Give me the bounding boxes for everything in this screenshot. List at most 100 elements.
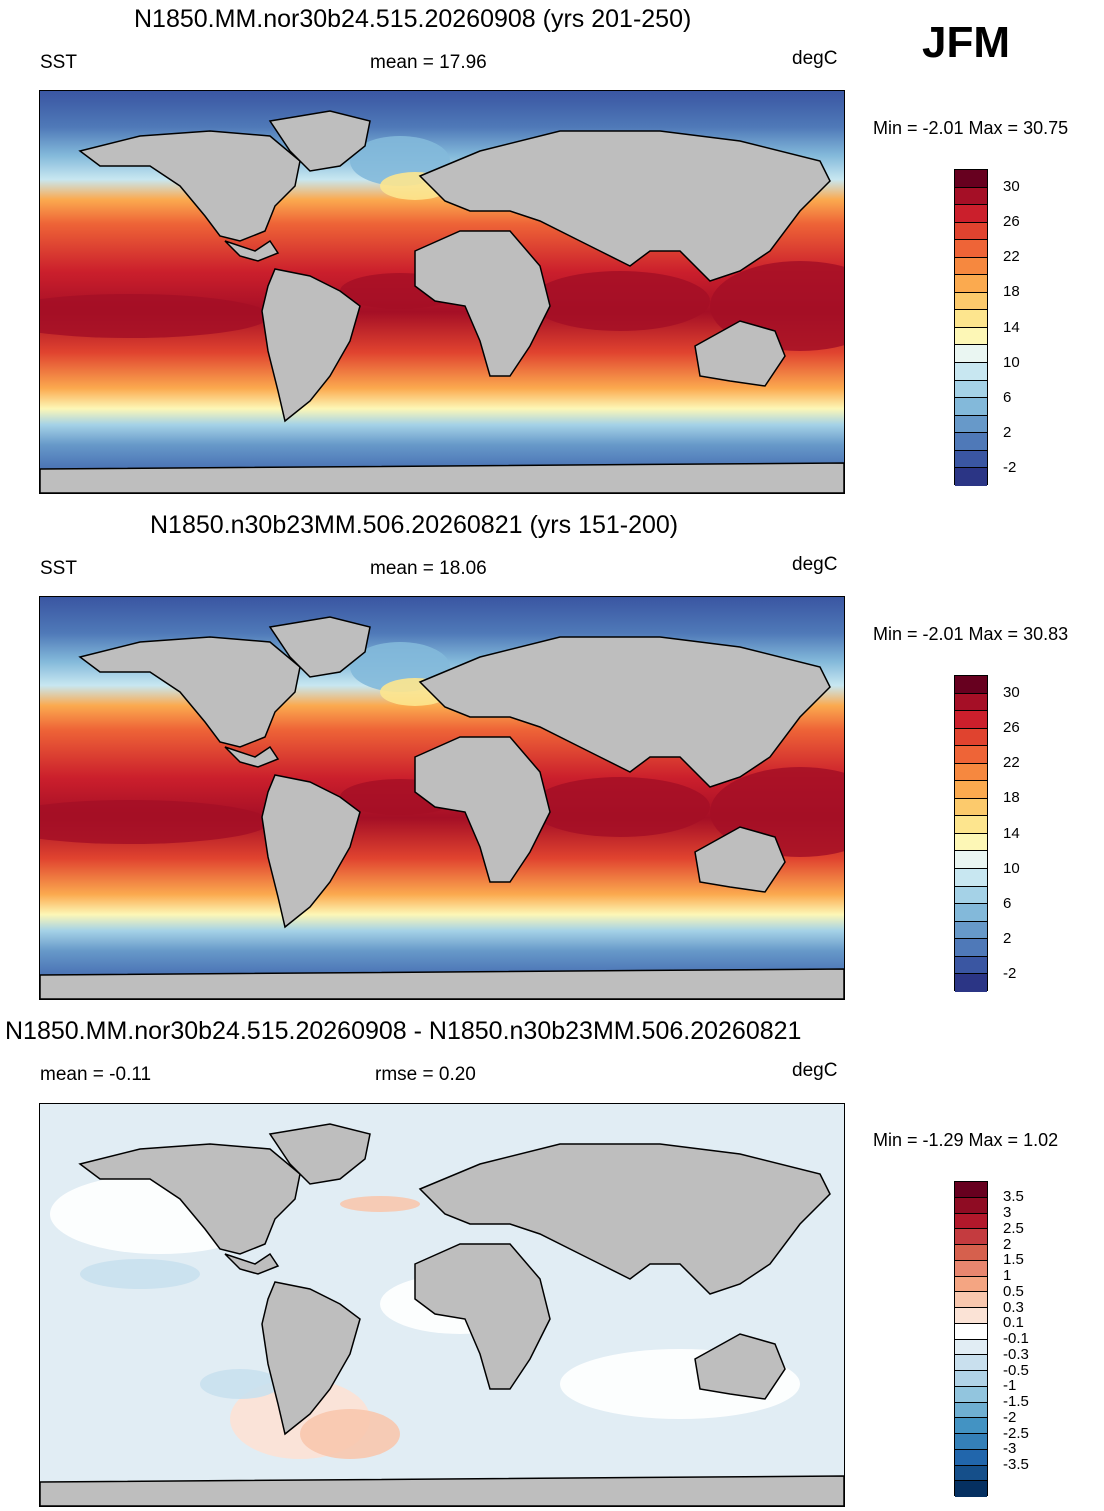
colorbar-swatch — [955, 363, 987, 381]
colorbar-swatch — [955, 904, 987, 922]
colorbar-tick-label: -0.5 — [1003, 1361, 1029, 1379]
colorbar-tick-label: 30 — [1003, 684, 1020, 702]
panel2-mean-label: mean = 18.06 — [370, 558, 487, 579]
colorbar-swatch — [955, 1292, 987, 1308]
panel3-colorbar — [954, 1181, 988, 1497]
season-label: JFM — [922, 18, 1010, 67]
panel3-minmax-label: Min = -1.29 Max = 1.02 — [873, 1130, 1059, 1150]
panel1-mean-label: mean = 17.96 — [370, 52, 487, 73]
colorbar-swatch — [955, 1276, 987, 1293]
colorbar-tick-label: 2 — [1003, 423, 1012, 441]
colorbar-tick-label: -2 — [1003, 964, 1017, 982]
colorbar-swatch — [955, 1465, 987, 1482]
colorbar-tick-label: -2.5 — [1003, 1424, 1029, 1442]
colorbar-swatch — [955, 939, 987, 957]
colorbar-swatch — [955, 833, 987, 852]
colorbar-swatch — [955, 1449, 987, 1466]
colorbar-swatch — [955, 327, 987, 346]
colorbar-swatch — [955, 257, 987, 276]
panel1-map — [39, 90, 845, 494]
panel2-minmax-label: Min = -2.01 Max = 30.83 — [873, 624, 1069, 644]
colorbar-tick-label: 2.5 — [1003, 1219, 1024, 1237]
colorbar-swatch — [955, 974, 987, 992]
colorbar-swatch — [955, 781, 987, 799]
colorbar-swatch — [955, 415, 987, 434]
panel2-map — [39, 596, 845, 1000]
panel2-units-label: degC — [792, 554, 838, 575]
colorbar-swatch — [955, 1339, 987, 1356]
land-masses — [40, 1123, 844, 1506]
colorbar-swatch — [955, 763, 987, 782]
colorbar-tick-label: 2 — [1003, 1235, 1012, 1253]
colorbar-tick-label: -3.5 — [1003, 1456, 1029, 1473]
land-masses — [40, 616, 844, 999]
colorbar-tick-label: 6 — [1003, 894, 1012, 912]
colorbar-swatch — [955, 816, 987, 834]
colorbar-swatch — [955, 1481, 987, 1497]
colorbar-tick-label: 26 — [1003, 719, 1020, 737]
colorbar-tick-label: 1 — [1003, 1267, 1012, 1284]
colorbar-swatch — [955, 1355, 987, 1371]
colorbar-tick-label: -1 — [1003, 1377, 1017, 1395]
colorbar-tick-label: 22 — [1003, 754, 1020, 772]
colorbar-swatch — [955, 433, 987, 451]
panel3-mean-label: mean = -0.11 — [40, 1064, 152, 1085]
colorbar-tick-label: -1.5 — [1003, 1393, 1029, 1410]
colorbar-swatch — [955, 292, 987, 311]
colorbar-tick-label: 6 — [1003, 388, 1012, 406]
colorbar-tick-label: -0.1 — [1003, 1330, 1029, 1347]
colorbar-swatch — [955, 1418, 987, 1434]
colorbar-swatch — [955, 1386, 987, 1403]
colorbar-tick-label: -2 — [1003, 1408, 1017, 1426]
colorbar-swatch — [955, 1182, 987, 1198]
colorbar-swatch — [955, 851, 987, 870]
colorbar-swatch — [955, 222, 987, 241]
colorbar-swatch — [955, 187, 987, 206]
panel1-variable-label: SST — [40, 52, 77, 73]
colorbar-tick-label: -2 — [1003, 458, 1017, 476]
panel2-colorbar — [954, 675, 988, 992]
colorbar-tick-label: 0.1 — [1003, 1314, 1024, 1332]
colorbar-swatch — [955, 798, 987, 817]
colorbar-swatch — [955, 746, 987, 764]
colorbar-swatch — [955, 711, 987, 729]
panel1-map-svg — [40, 91, 844, 493]
colorbar-tick-label: 10 — [1003, 353, 1020, 371]
colorbar-swatch — [955, 345, 987, 364]
colorbar-tick-label: 14 — [1003, 824, 1020, 842]
colorbar-swatch — [955, 1213, 987, 1230]
colorbar-swatch — [955, 886, 987, 905]
colorbar-swatch — [955, 450, 987, 469]
panel3-rmse-label: rmse = 0.20 — [375, 1064, 476, 1085]
colorbar-swatch — [955, 693, 987, 712]
colorbar-swatch — [955, 1323, 987, 1340]
colorbar-tick-label: 10 — [1003, 859, 1020, 877]
colorbar-swatch — [955, 1434, 987, 1450]
colorbar-swatch — [955, 240, 987, 258]
colorbar-swatch — [955, 1260, 987, 1277]
colorbar-tick-label: 0.3 — [1003, 1298, 1024, 1316]
colorbar-tick-label: -0.3 — [1003, 1345, 1029, 1363]
colorbar-swatch — [955, 1229, 987, 1245]
colorbar-swatch — [955, 676, 987, 694]
panel2-title: N1850.n30b23MM.506.20260821 (yrs 151-200… — [150, 511, 679, 539]
colorbar-swatch — [955, 205, 987, 223]
panel3-title: N1850.MM.nor30b24.515.20260908 - N1850.n… — [5, 1017, 802, 1045]
colorbar-tick-label: 2 — [1003, 929, 1012, 947]
land-masses — [40, 110, 844, 493]
panel1-title: N1850.MM.nor30b24.515.20260908 (yrs 201-… — [134, 5, 692, 33]
colorbar-tick-label: 22 — [1003, 248, 1020, 266]
colorbar-tick-label: 18 — [1003, 789, 1020, 807]
panel3-units-label: degC — [792, 1060, 838, 1081]
colorbar-swatch — [955, 956, 987, 975]
colorbar-tick-label: 3 — [1003, 1204, 1012, 1221]
panel2-variable-label: SST — [40, 558, 77, 579]
colorbar-swatch — [955, 1245, 987, 1261]
colorbar-swatch — [955, 921, 987, 940]
colorbar-swatch — [955, 1371, 987, 1387]
panel3-map — [39, 1103, 845, 1507]
panel3-map-svg — [40, 1104, 844, 1506]
panel1-minmax-label: Min = -2.01 Max = 30.75 — [873, 118, 1069, 138]
colorbar-swatch — [955, 380, 987, 399]
colorbar-tick-label: 30 — [1003, 178, 1020, 196]
